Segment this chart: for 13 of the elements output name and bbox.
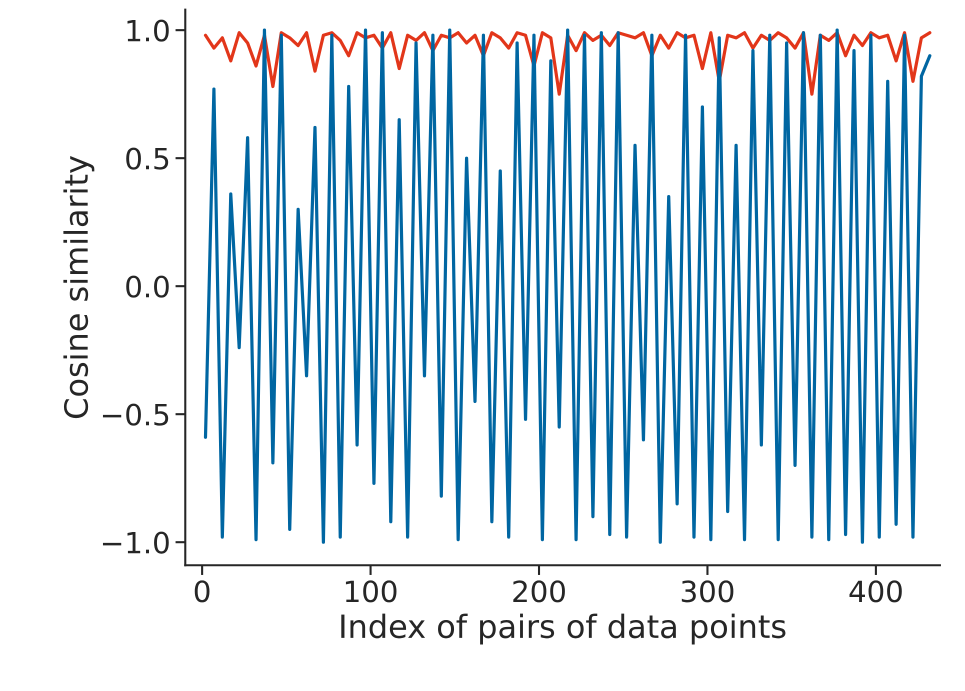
- x-tick-label: 100: [346, 580, 396, 602]
- x-tick-label: 300: [682, 580, 734, 602]
- x-tick-label: 400: [849, 580, 902, 602]
- y-tick-label: 0.5: [126, 148, 168, 170]
- y-axis-title: Cosine similarity: [63, 156, 94, 418]
- y-tick-label: −0.5: [102, 404, 168, 426]
- x-axis-title: Index of pairs of data points: [341, 614, 786, 645]
- x-tick-label: 0: [194, 580, 210, 602]
- y-tick-label: 0.0: [126, 276, 169, 298]
- line-series: [204, 28, 932, 544]
- y-tick-label: −1.0: [102, 532, 169, 554]
- x-tick-label: 200: [513, 580, 565, 602]
- y-tick-label: 1.0: [128, 20, 169, 42]
